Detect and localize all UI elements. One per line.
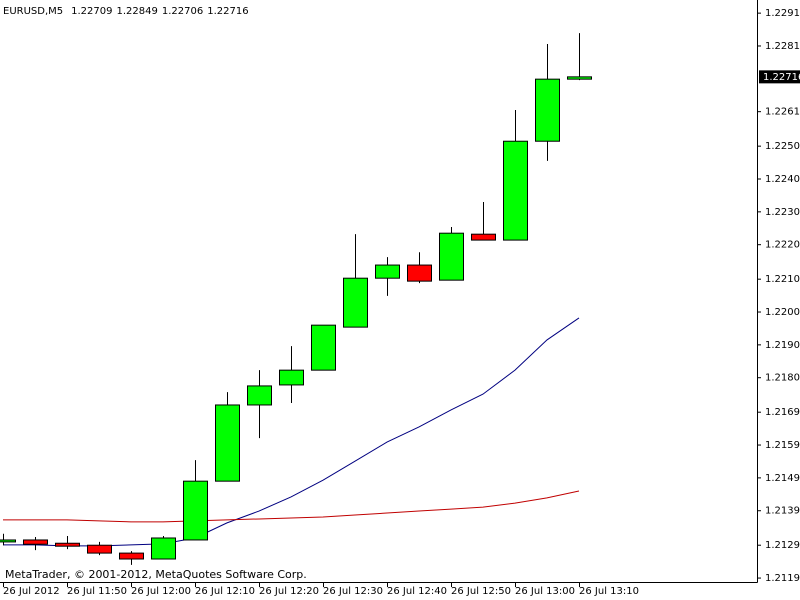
candle-body	[215, 404, 240, 482]
moving-average	[3, 490, 580, 523]
y-tick-label: 1.22000	[765, 307, 800, 318]
y-tick-label: 1.21190	[765, 573, 800, 584]
header-close: 1.22716	[207, 6, 248, 17]
x-tick-label: 26 Jul 11:50	[67, 586, 127, 597]
price-box-label: 1.22716	[763, 72, 800, 83]
y-tick-label: 1.22405	[765, 174, 800, 185]
y-tick-label: 1.22205	[765, 240, 800, 251]
x-tick-label: 26 Jul 13:00	[515, 586, 575, 597]
header: EURUSD,M5 1.22709 1.22849 1.22706 1.22716	[3, 6, 249, 17]
y-tick-label: 1.22505	[765, 141, 800, 152]
candle-body	[439, 232, 464, 281]
y-tick-label: 1.21695	[765, 407, 800, 418]
y-tick-label: 1.21595	[765, 440, 800, 451]
candle-body	[535, 78, 560, 142]
price-box	[759, 70, 800, 84]
candle-body	[0, 539, 16, 543]
candle-body	[375, 264, 400, 279]
y-tick-label: 1.22610	[765, 107, 800, 118]
y-tick-label: 1.21395	[765, 506, 800, 517]
candle-body	[407, 264, 432, 282]
candle-body	[87, 544, 112, 554]
candle-body	[55, 542, 80, 547]
y-tick-label: 1.21290	[765, 540, 800, 551]
candle-body	[119, 552, 144, 560]
header-high: 1.22849	[116, 6, 157, 17]
symbol: EURUSD,M5	[3, 6, 63, 17]
watermark: MetaTrader, © 2001-2012, MetaQuotes Soft…	[5, 568, 307, 581]
candle-body	[151, 537, 176, 560]
y-tick-label: 1.21900	[765, 340, 800, 351]
candle-body	[471, 233, 496, 241]
candle-body	[343, 277, 368, 328]
candle-body	[567, 76, 592, 80]
y-tick-label: 1.21800	[765, 373, 800, 384]
x-tick-label: 26 Jul 12:20	[259, 586, 319, 597]
candle-body	[279, 369, 304, 386]
x-tick-label: 26 Jul 2012	[3, 586, 60, 597]
y-tick-label: 1.22910	[765, 8, 800, 19]
x-tick-label: 26 Jul 13:10	[579, 586, 639, 597]
candle-body	[183, 480, 208, 541]
candle-body	[247, 385, 272, 406]
x-tick-label: 26 Jul 12:30	[323, 586, 383, 597]
candle-body	[311, 324, 336, 371]
x-tick-label: 26 Jul 12:50	[451, 586, 511, 597]
x-tick-label: 26 Jul 12:10	[195, 586, 255, 597]
y-tick-label: 1.22810	[765, 41, 800, 52]
x-tick-label: 26 Jul 12:40	[387, 586, 447, 597]
y-tick-label: 1.21495	[765, 473, 800, 484]
header-open: 1.22709	[71, 6, 112, 17]
header-low: 1.22706	[162, 6, 203, 17]
y-tick-label: 1.22100	[765, 274, 800, 285]
candle-body	[23, 539, 48, 545]
x-tick-label: 26 Jul 12:00	[131, 586, 191, 597]
y-tick-label: 1.22305	[765, 207, 800, 218]
candle-body	[503, 140, 528, 241]
